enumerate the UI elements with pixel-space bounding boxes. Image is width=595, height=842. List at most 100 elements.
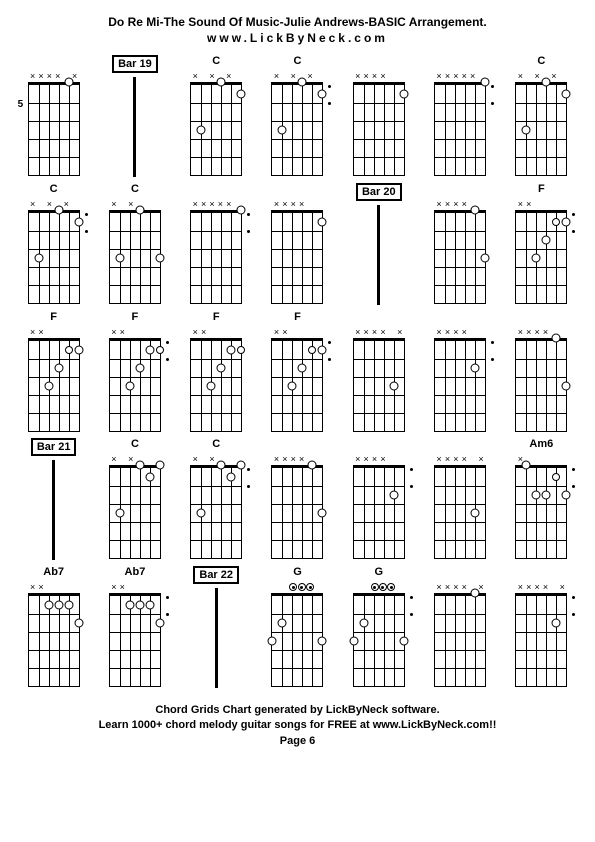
finger-dot (154, 252, 167, 265)
string-marker (208, 199, 216, 209)
finger-dot (316, 344, 329, 357)
string-marker (272, 582, 280, 592)
finger-dot (72, 617, 85, 630)
string-marker (558, 199, 566, 209)
string-marker (314, 582, 322, 592)
chord-diagram: 5 (15, 55, 92, 177)
chord-label: C (131, 438, 139, 452)
chord-diagram: Ab7 (96, 566, 173, 688)
string-marker (558, 454, 566, 464)
finger-dot (52, 362, 65, 375)
string-marker (143, 327, 151, 337)
string-marker (143, 199, 151, 209)
string-marker (29, 71, 37, 81)
string-marker (233, 327, 241, 337)
string-marker (208, 71, 216, 81)
string-marker (379, 71, 387, 81)
barline (377, 205, 380, 305)
string-marker (443, 199, 451, 209)
string-marker (362, 327, 370, 337)
chord-diagram: C (178, 55, 255, 177)
chord-diagram (421, 55, 498, 177)
finger-dot (225, 471, 238, 484)
string-marker (477, 327, 485, 337)
side-dots (410, 596, 413, 616)
string-marker (272, 71, 280, 81)
footer-line-2: Learn 1000+ chord melody guitar songs fo… (15, 718, 580, 733)
chord-diagram (421, 183, 498, 305)
string-marker (516, 582, 524, 592)
string-marker (127, 454, 135, 464)
string-marker (314, 327, 322, 337)
string-marker (371, 327, 379, 337)
finger-dot (225, 344, 238, 357)
side-dots (166, 596, 169, 616)
finger-dot (560, 489, 573, 502)
string-marker (37, 327, 45, 337)
string-marker (469, 71, 477, 81)
string-marker (62, 582, 70, 592)
finger-dot (195, 124, 208, 137)
finger-dot (114, 252, 127, 265)
string-marker (233, 71, 241, 81)
chord-diagram: C (15, 183, 92, 305)
string-marker (127, 327, 135, 337)
chord-label: G (293, 566, 302, 580)
string-marker (289, 583, 297, 591)
string-marker (71, 327, 79, 337)
page-title: Do Re Mi-The Sound Of Music-Julie Andrew… (15, 15, 580, 29)
chord-diagram: G (259, 566, 336, 688)
page-footer: Chord Grids Chart generated by LickByNec… (15, 703, 580, 749)
string-marker (533, 582, 541, 592)
string-marker (452, 582, 460, 592)
string-marker (306, 583, 314, 591)
string-marker (289, 199, 297, 209)
string-marker (54, 71, 62, 81)
string-marker (435, 71, 443, 81)
finger-dot (72, 216, 85, 229)
string-marker (143, 582, 151, 592)
string-marker (525, 327, 533, 337)
string-marker (379, 454, 387, 464)
string-marker (452, 199, 460, 209)
string-marker (387, 71, 395, 81)
finger-dot (530, 252, 543, 265)
string-marker (354, 454, 362, 464)
bar-marker: Bar 21 (15, 438, 92, 560)
finger-dot (469, 362, 482, 375)
string-marker (558, 71, 566, 81)
string-marker (396, 327, 404, 337)
finger-dot (357, 617, 370, 630)
string-marker (118, 199, 126, 209)
string-marker (289, 71, 297, 81)
string-marker (54, 327, 62, 337)
string-marker (362, 582, 370, 592)
finger-dot (286, 380, 299, 393)
string-marker (558, 582, 566, 592)
side-dots (572, 468, 575, 488)
string-marker (525, 199, 533, 209)
string-marker (200, 199, 208, 209)
barline (52, 460, 55, 560)
chord-diagram (503, 566, 580, 688)
finger-dot (316, 216, 329, 229)
string-marker (298, 583, 306, 591)
string-marker (542, 199, 550, 209)
bar-label: Bar 22 (193, 566, 239, 584)
string-marker (452, 327, 460, 337)
string-marker (542, 582, 550, 592)
string-marker (550, 199, 558, 209)
string-marker (225, 199, 233, 209)
side-dots (328, 341, 331, 361)
string-marker (469, 454, 477, 464)
finger-dot (237, 346, 245, 354)
string-marker (516, 199, 524, 209)
string-marker (525, 582, 533, 592)
string-marker (460, 71, 468, 81)
string-marker (37, 582, 45, 592)
string-marker (152, 582, 160, 592)
string-marker (272, 454, 280, 464)
string-marker (550, 454, 558, 464)
finger-dot (316, 635, 329, 648)
chord-diagram: F (503, 183, 580, 305)
